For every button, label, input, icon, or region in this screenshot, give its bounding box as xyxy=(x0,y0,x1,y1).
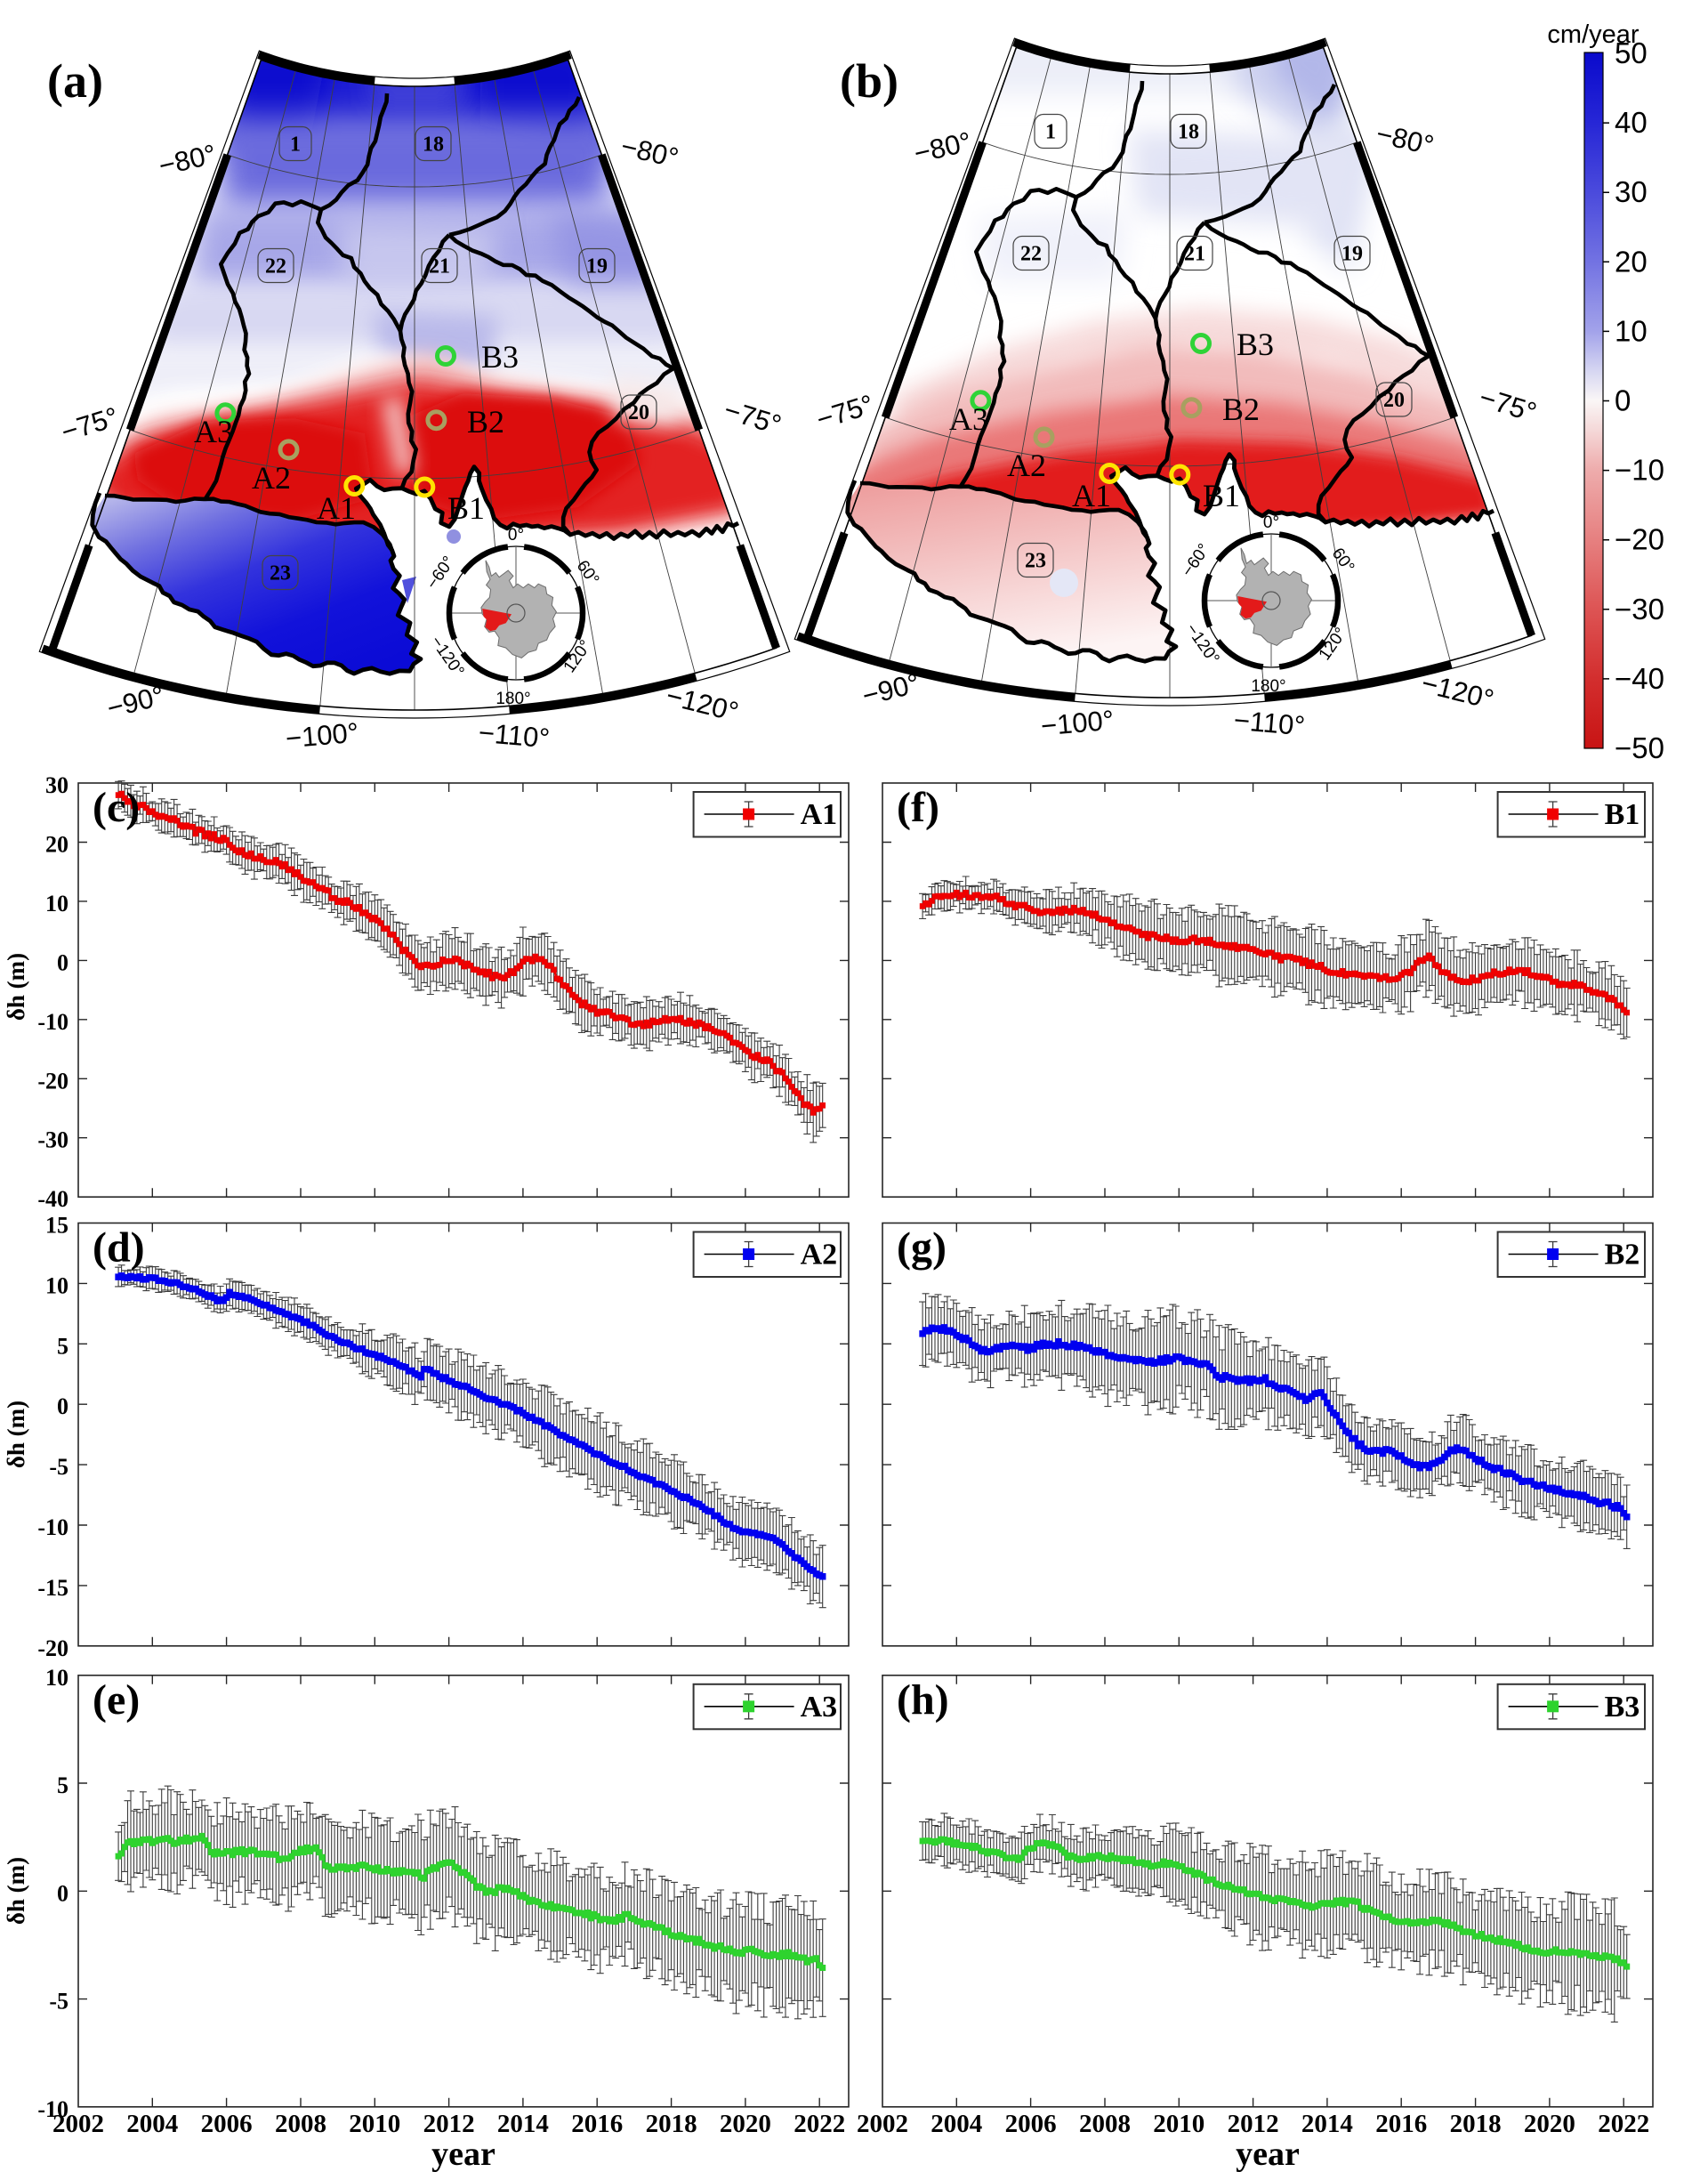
svg-text:-5: -5 xyxy=(49,1989,68,2015)
svg-text:2018: 2018 xyxy=(1450,2110,1502,2138)
svg-text:−30: −30 xyxy=(1615,593,1664,626)
svg-text:−10: −10 xyxy=(1615,454,1664,487)
svg-text:22: 22 xyxy=(265,255,286,279)
svg-text:−75°: −75° xyxy=(721,394,785,440)
svg-text:2018: 2018 xyxy=(646,2110,697,2138)
svg-text:2002: 2002 xyxy=(52,2110,104,2138)
svg-text:B3: B3 xyxy=(481,339,519,375)
svg-text:5: 5 xyxy=(57,1333,68,1359)
svg-text:18: 18 xyxy=(423,133,444,157)
svg-text:0°: 0° xyxy=(508,526,524,545)
svg-text:2006: 2006 xyxy=(201,2110,253,2138)
svg-text:15: 15 xyxy=(45,1213,68,1239)
svg-text:-10: -10 xyxy=(37,1009,68,1035)
svg-text:10: 10 xyxy=(1615,314,1648,347)
svg-text:2010: 2010 xyxy=(1153,2110,1204,2138)
svg-text:δh (m): δh (m) xyxy=(3,1401,29,1468)
svg-text:−20: −20 xyxy=(1615,523,1664,556)
svg-text:(f): (f) xyxy=(897,784,939,831)
svg-text:2002: 2002 xyxy=(857,2110,908,2138)
svg-text:50: 50 xyxy=(1615,36,1648,69)
svg-text:0: 0 xyxy=(57,949,68,975)
svg-text:-40: -40 xyxy=(37,1186,68,1212)
svg-text:(h): (h) xyxy=(897,1676,949,1724)
svg-text:A3: A3 xyxy=(801,1691,838,1724)
svg-text:B1: B1 xyxy=(447,490,485,526)
svg-text:B2: B2 xyxy=(467,404,504,440)
svg-text:A1: A1 xyxy=(801,798,838,831)
svg-text:2022: 2022 xyxy=(1598,2110,1649,2138)
svg-text:1: 1 xyxy=(290,133,301,157)
svg-text:−100°: −100° xyxy=(285,717,360,755)
svg-text:(a): (a) xyxy=(47,54,103,108)
svg-text:year: year xyxy=(1236,2136,1300,2172)
svg-text:-10: -10 xyxy=(37,1514,68,1540)
svg-text:2016: 2016 xyxy=(1375,2110,1427,2138)
svg-text:−80°: −80° xyxy=(618,130,681,174)
svg-text:2022: 2022 xyxy=(794,2110,845,2138)
svg-text:A1: A1 xyxy=(317,490,356,526)
svg-text:(e): (e) xyxy=(93,1676,140,1724)
svg-text:(d): (d) xyxy=(93,1224,145,1272)
svg-text:10: 10 xyxy=(45,1665,68,1691)
svg-text:30: 30 xyxy=(45,772,68,798)
svg-text:δh (m): δh (m) xyxy=(3,1857,29,1925)
svg-text:180°: 180° xyxy=(495,690,530,708)
svg-text:A2: A2 xyxy=(252,460,291,496)
svg-text:cm/year: cm/year xyxy=(1547,20,1639,49)
svg-text:2004: 2004 xyxy=(931,2110,982,2138)
svg-text:A2: A2 xyxy=(801,1239,838,1272)
svg-text:2010: 2010 xyxy=(349,2110,400,2138)
svg-text:2014: 2014 xyxy=(497,2110,549,2138)
svg-text:−40: −40 xyxy=(1615,662,1664,695)
svg-text:20: 20 xyxy=(628,401,649,424)
svg-text:2006: 2006 xyxy=(1005,2110,1057,2138)
svg-text:19: 19 xyxy=(586,255,608,279)
svg-text:0: 0 xyxy=(1615,384,1631,417)
svg-text:−50: −50 xyxy=(1615,731,1664,764)
svg-text:2008: 2008 xyxy=(275,2110,326,2138)
svg-text:2012: 2012 xyxy=(1228,2110,1279,2138)
svg-text:−90°: −90° xyxy=(104,680,168,724)
svg-text:(b): (b) xyxy=(840,54,898,108)
svg-text:2008: 2008 xyxy=(1079,2110,1131,2138)
svg-text:−120°: −120° xyxy=(663,680,741,728)
svg-text:(c): (c) xyxy=(93,784,140,831)
svg-text:-30: -30 xyxy=(37,1127,68,1153)
svg-text:0: 0 xyxy=(57,1393,68,1419)
svg-text:30: 30 xyxy=(1615,175,1648,208)
svg-text:(g): (g) xyxy=(897,1224,947,1272)
svg-text:-15: -15 xyxy=(37,1575,68,1601)
svg-text:−75°: −75° xyxy=(58,401,122,448)
svg-text:−80°: −80° xyxy=(156,138,219,182)
svg-text:-20: -20 xyxy=(37,1635,68,1661)
svg-text:−110°: −110° xyxy=(478,717,552,755)
svg-text:B3: B3 xyxy=(1605,1691,1640,1724)
svg-text:2016: 2016 xyxy=(571,2110,623,2138)
svg-text:20: 20 xyxy=(1615,245,1648,278)
svg-text:0: 0 xyxy=(57,1880,68,1906)
svg-text:20: 20 xyxy=(45,832,68,858)
svg-text:-5: -5 xyxy=(49,1454,68,1480)
svg-text:2020: 2020 xyxy=(720,2110,771,2138)
svg-text:A3: A3 xyxy=(194,414,233,449)
svg-text:5: 5 xyxy=(57,1772,68,1798)
svg-text:δh (m): δh (m) xyxy=(3,953,29,1021)
svg-text:2020: 2020 xyxy=(1524,2110,1575,2138)
svg-text:-20: -20 xyxy=(37,1068,68,1094)
svg-text:23: 23 xyxy=(270,562,291,585)
svg-text:2012: 2012 xyxy=(423,2110,475,2138)
svg-text:10: 10 xyxy=(45,1272,68,1298)
svg-text:-10: -10 xyxy=(37,2096,68,2122)
svg-text:21: 21 xyxy=(429,255,450,279)
svg-text:2014: 2014 xyxy=(1301,2110,1353,2138)
svg-text:B2: B2 xyxy=(1605,1239,1640,1272)
svg-text:2004: 2004 xyxy=(126,2110,178,2138)
svg-text:40: 40 xyxy=(1615,106,1648,139)
svg-text:year: year xyxy=(431,2136,495,2172)
svg-text:10: 10 xyxy=(45,891,68,916)
svg-text:B1: B1 xyxy=(1605,798,1640,831)
